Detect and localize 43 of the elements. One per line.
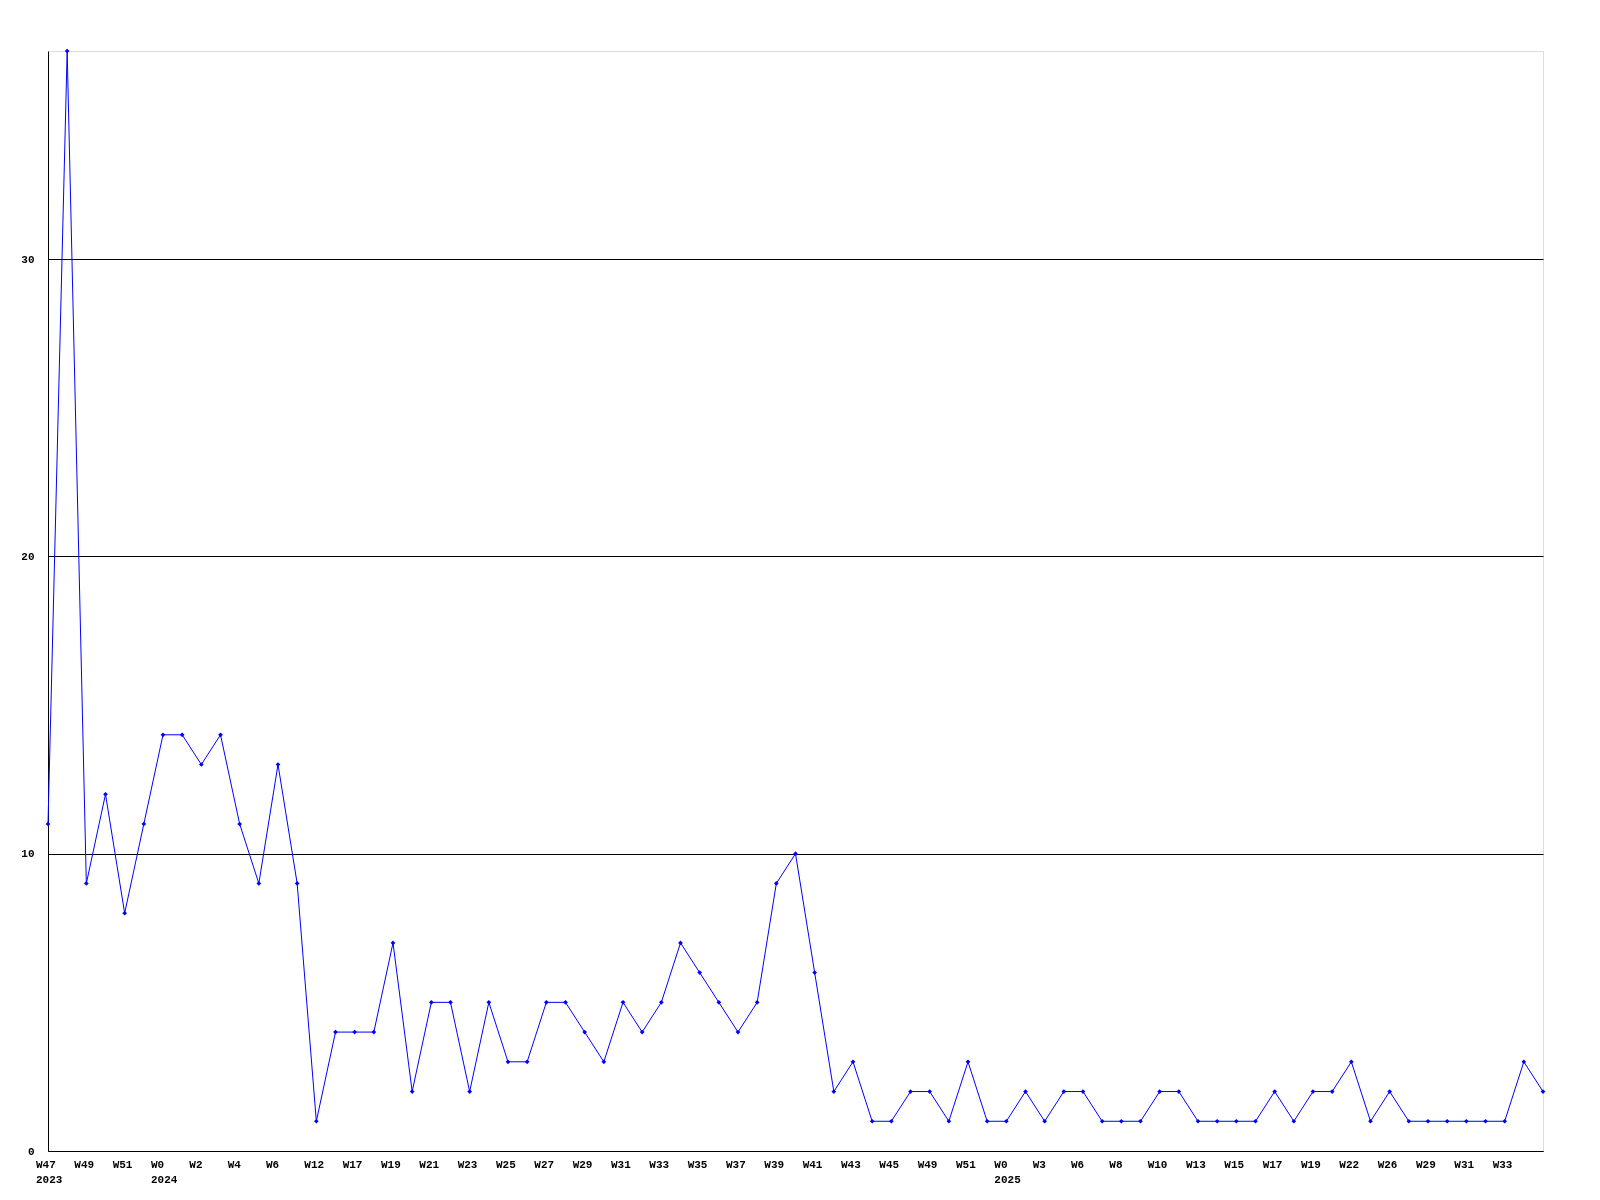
x-tick-label: W35 — [687, 1159, 708, 1171]
x-tick-label: W41 — [802, 1159, 823, 1171]
x-tick-label: W31 — [1454, 1159, 1475, 1171]
x-tick-label: W19 — [381, 1159, 401, 1171]
x-tick-label: W49 — [74, 1159, 95, 1171]
x-tick-label: W33 — [649, 1159, 670, 1171]
x-tick-label: W8 — [1109, 1159, 1123, 1171]
x-tick-label: W17 — [1262, 1159, 1283, 1171]
x-tick-label: W39 — [764, 1159, 785, 1171]
x-tick-label: W49 — [917, 1159, 938, 1171]
x-tick-label: W4 — [227, 1159, 242, 1171]
x-tick-label: W2 — [189, 1159, 203, 1171]
y-tick-label: 30 — [21, 253, 35, 266]
x-tick-label: W0 2024 — [151, 1159, 178, 1186]
x-tick-label: W3 — [1032, 1159, 1047, 1171]
x-tick-label: W15 — [1224, 1159, 1245, 1171]
x-tick-label: W27 — [534, 1159, 555, 1171]
x-tick-label: W19 — [1301, 1159, 1321, 1171]
x-tick-label: W29 — [572, 1159, 593, 1171]
x-tick-label: W23 — [457, 1159, 478, 1171]
x-tick-label: W6 — [1071, 1159, 1085, 1171]
x-tick-label: W25 — [496, 1159, 517, 1171]
x-tick-label: W12 — [304, 1159, 325, 1171]
y-tick-label: 10 — [21, 848, 35, 861]
x-tick-label: W51 — [956, 1159, 977, 1171]
x-tick-label: W45 — [879, 1159, 900, 1171]
x-tick-label: W33 — [1492, 1159, 1513, 1171]
x-tick-label: W22 — [1339, 1159, 1360, 1171]
x-tick-label: W47 2023 — [36, 1159, 63, 1186]
x-tick-label: W31 — [611, 1159, 632, 1171]
x-tick-label: W29 — [1416, 1159, 1436, 1171]
x-tick-label: W0 2025 — [994, 1159, 1022, 1186]
x-tick-label: W13 — [1186, 1159, 1207, 1171]
x-tick-label: W17 — [342, 1159, 363, 1171]
x-tick-label: W43 — [841, 1159, 862, 1171]
x-tick-label: W26 — [1377, 1159, 1398, 1171]
x-tick-label: W6 — [266, 1159, 280, 1171]
x-tick-label: W51 — [112, 1159, 133, 1171]
x-tick-label: W37 — [726, 1159, 746, 1171]
x-tick-label: W21 — [419, 1159, 440, 1171]
y-tick-label: 20 — [21, 550, 35, 563]
y-tick-label: 0 — [27, 1145, 35, 1158]
x-tick-label: W10 — [1147, 1159, 1168, 1171]
